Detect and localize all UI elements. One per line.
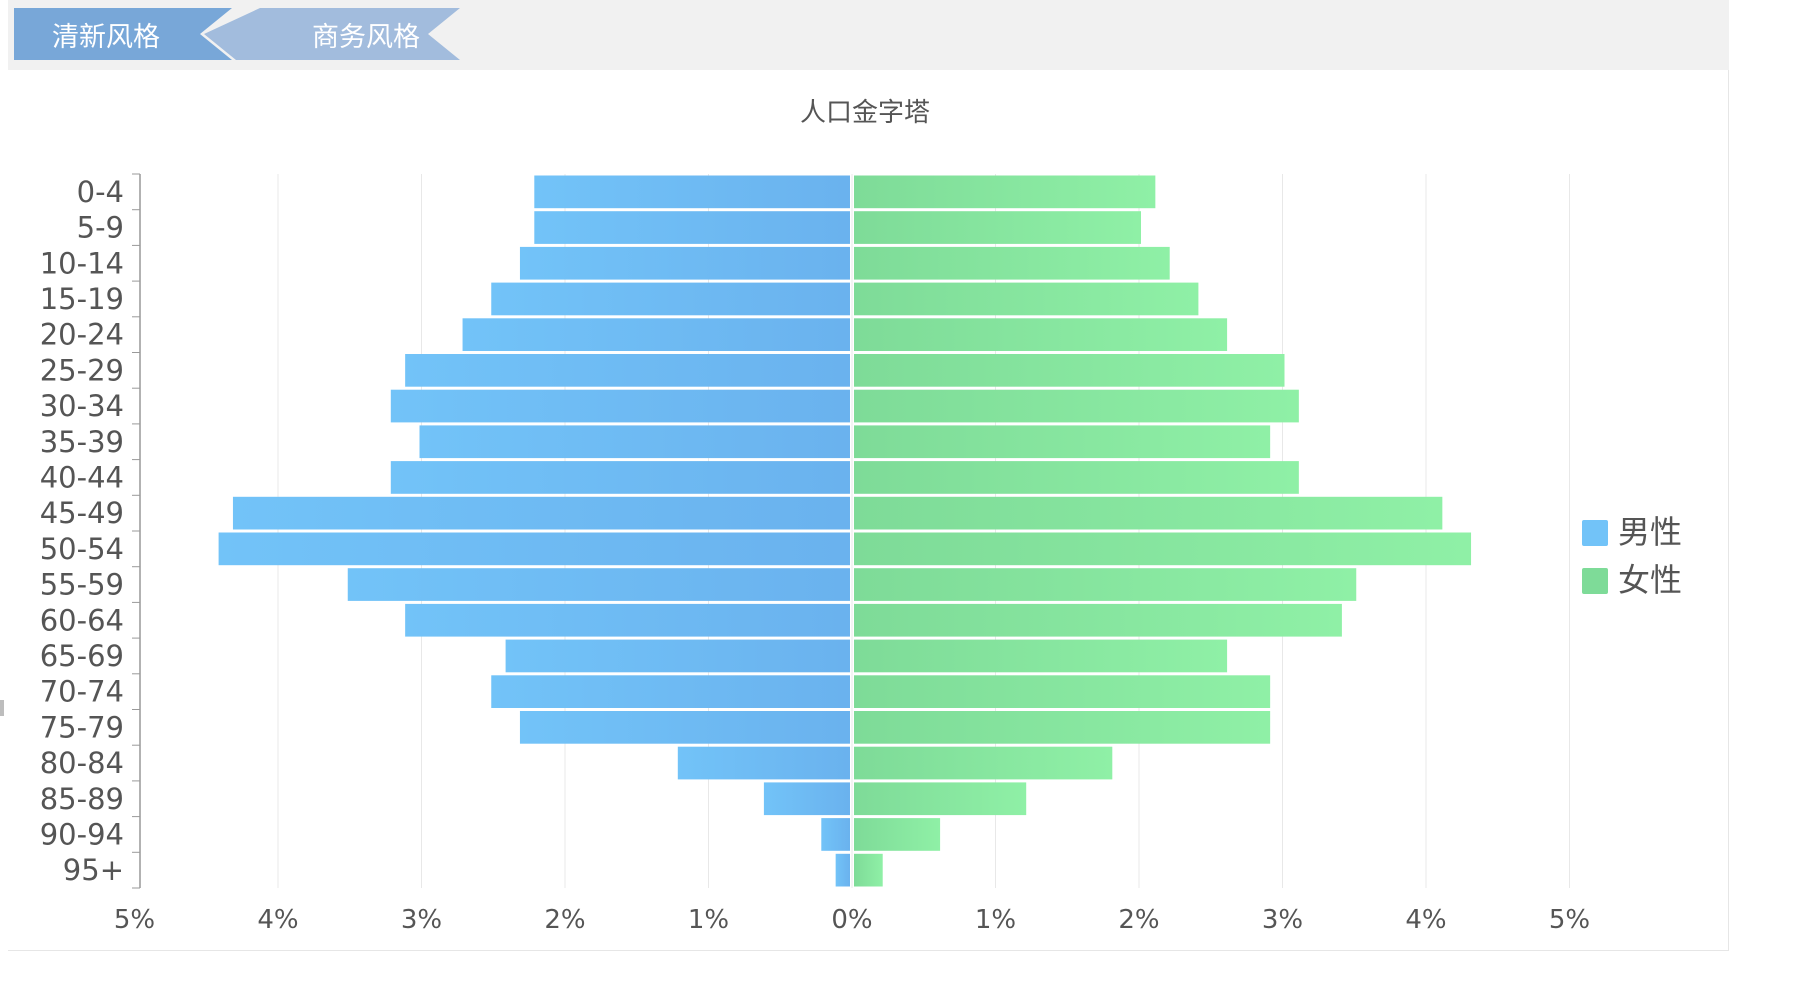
y-category-label: 40-44 bbox=[40, 460, 124, 494]
bar-male bbox=[519, 246, 850, 280]
bar-male bbox=[462, 318, 850, 351]
bar-female bbox=[854, 711, 1271, 744]
tab-shapes bbox=[14, 8, 460, 60]
bar-female bbox=[854, 853, 883, 887]
y-category-label: 25-29 bbox=[40, 353, 124, 387]
bar-male bbox=[534, 211, 850, 244]
x-tick-label: 1% bbox=[688, 905, 729, 935]
bar-female bbox=[854, 603, 1342, 637]
bar-male bbox=[519, 711, 850, 744]
y-category-label: 55-59 bbox=[40, 568, 124, 602]
bar-female bbox=[854, 461, 1299, 494]
chart-title: 人口金字塔 bbox=[799, 98, 930, 128]
y-category-label: 70-74 bbox=[40, 675, 124, 709]
y-category-label: 20-24 bbox=[40, 318, 124, 352]
y-category-label: 5-9 bbox=[77, 211, 124, 245]
bar-female bbox=[854, 246, 1170, 280]
bar-female bbox=[854, 639, 1228, 673]
x-tick-label: 2% bbox=[1118, 905, 1159, 935]
x-tick-label: 5% bbox=[1549, 905, 1590, 935]
x-tick-label: 1% bbox=[975, 905, 1016, 935]
legend-item-male[interactable]: 男性 bbox=[1582, 512, 1702, 552]
x-tick-label: 2% bbox=[544, 905, 585, 935]
bar-female bbox=[854, 675, 1271, 708]
y-category-label: 30-34 bbox=[40, 389, 124, 423]
bar-male bbox=[677, 746, 850, 780]
bar-male bbox=[419, 425, 850, 459]
bar-female bbox=[854, 568, 1357, 601]
x-tick-label: 3% bbox=[401, 905, 442, 935]
bar-male bbox=[491, 675, 850, 708]
bar-female bbox=[854, 818, 941, 851]
x-tick-label: 3% bbox=[1262, 905, 1303, 935]
legend-label-female: 女性 bbox=[1618, 561, 1683, 599]
y-category-label: 15-19 bbox=[40, 282, 124, 316]
bar-female bbox=[854, 782, 1027, 816]
legend-swatch-female bbox=[1582, 568, 1608, 594]
y-category-label: 65-69 bbox=[40, 639, 124, 673]
y-category-label: 80-84 bbox=[40, 746, 124, 780]
bars bbox=[218, 175, 1472, 887]
bar-female bbox=[854, 211, 1141, 244]
y-category-label: 90-94 bbox=[40, 817, 124, 851]
bar-male bbox=[835, 853, 850, 887]
x-tick-label: 4% bbox=[1405, 905, 1446, 935]
bar-female bbox=[854, 318, 1228, 351]
bar-male bbox=[405, 603, 850, 637]
grid-lines bbox=[277, 174, 1570, 888]
y-category-label: 0-4 bbox=[77, 175, 124, 209]
bar-male bbox=[534, 175, 850, 209]
tab-business-style[interactable]: 商务风格 bbox=[312, 22, 420, 53]
legend-swatch-male bbox=[1582, 520, 1608, 546]
legend-item-female[interactable]: 女性 bbox=[1582, 560, 1702, 600]
bar-male bbox=[232, 496, 850, 530]
tab-fresh-shape[interactable] bbox=[14, 8, 232, 60]
bar-male bbox=[390, 461, 850, 494]
y-category-label: 10-14 bbox=[40, 246, 124, 280]
bar-male bbox=[218, 532, 851, 566]
x-tick-label: 5% bbox=[114, 905, 155, 935]
bar-female bbox=[854, 354, 1285, 387]
bar-female bbox=[854, 175, 1156, 209]
bar-female bbox=[854, 496, 1443, 530]
y-category-label: 35-39 bbox=[40, 425, 124, 459]
y-category-label: 85-89 bbox=[40, 782, 124, 816]
x-tick-label: 4% bbox=[257, 905, 298, 935]
bar-male bbox=[347, 568, 850, 601]
bar-female bbox=[854, 532, 1472, 566]
bar-male bbox=[505, 639, 850, 673]
bar-male bbox=[390, 389, 850, 423]
y-category-label: 60-64 bbox=[40, 603, 124, 637]
bar-female bbox=[854, 746, 1113, 780]
x-tick-label: 0% bbox=[831, 905, 872, 935]
resize-handle[interactable] bbox=[0, 700, 4, 716]
tab-fresh-style[interactable]: 清新风格 bbox=[52, 22, 160, 53]
tab-business-shape[interactable] bbox=[204, 8, 460, 60]
y-category-label: 50-54 bbox=[40, 532, 124, 566]
bar-male bbox=[821, 818, 850, 851]
y-category-label: 95+ bbox=[63, 853, 124, 887]
bar-female bbox=[854, 282, 1199, 316]
y-category-label: 45-49 bbox=[40, 496, 124, 530]
bar-male bbox=[405, 354, 850, 387]
y-category-label: 75-79 bbox=[40, 710, 124, 744]
bar-male bbox=[763, 782, 850, 816]
legend-label-male: 男性 bbox=[1618, 513, 1683, 551]
axes: 5% 4% 3% 2% 1% 0% 1% 2% 3% 4% 5% 0-45-910-1415-1920… bbox=[40, 173, 1590, 935]
bar-female bbox=[854, 389, 1299, 423]
bar-male bbox=[491, 282, 850, 316]
bar-female bbox=[854, 425, 1271, 459]
